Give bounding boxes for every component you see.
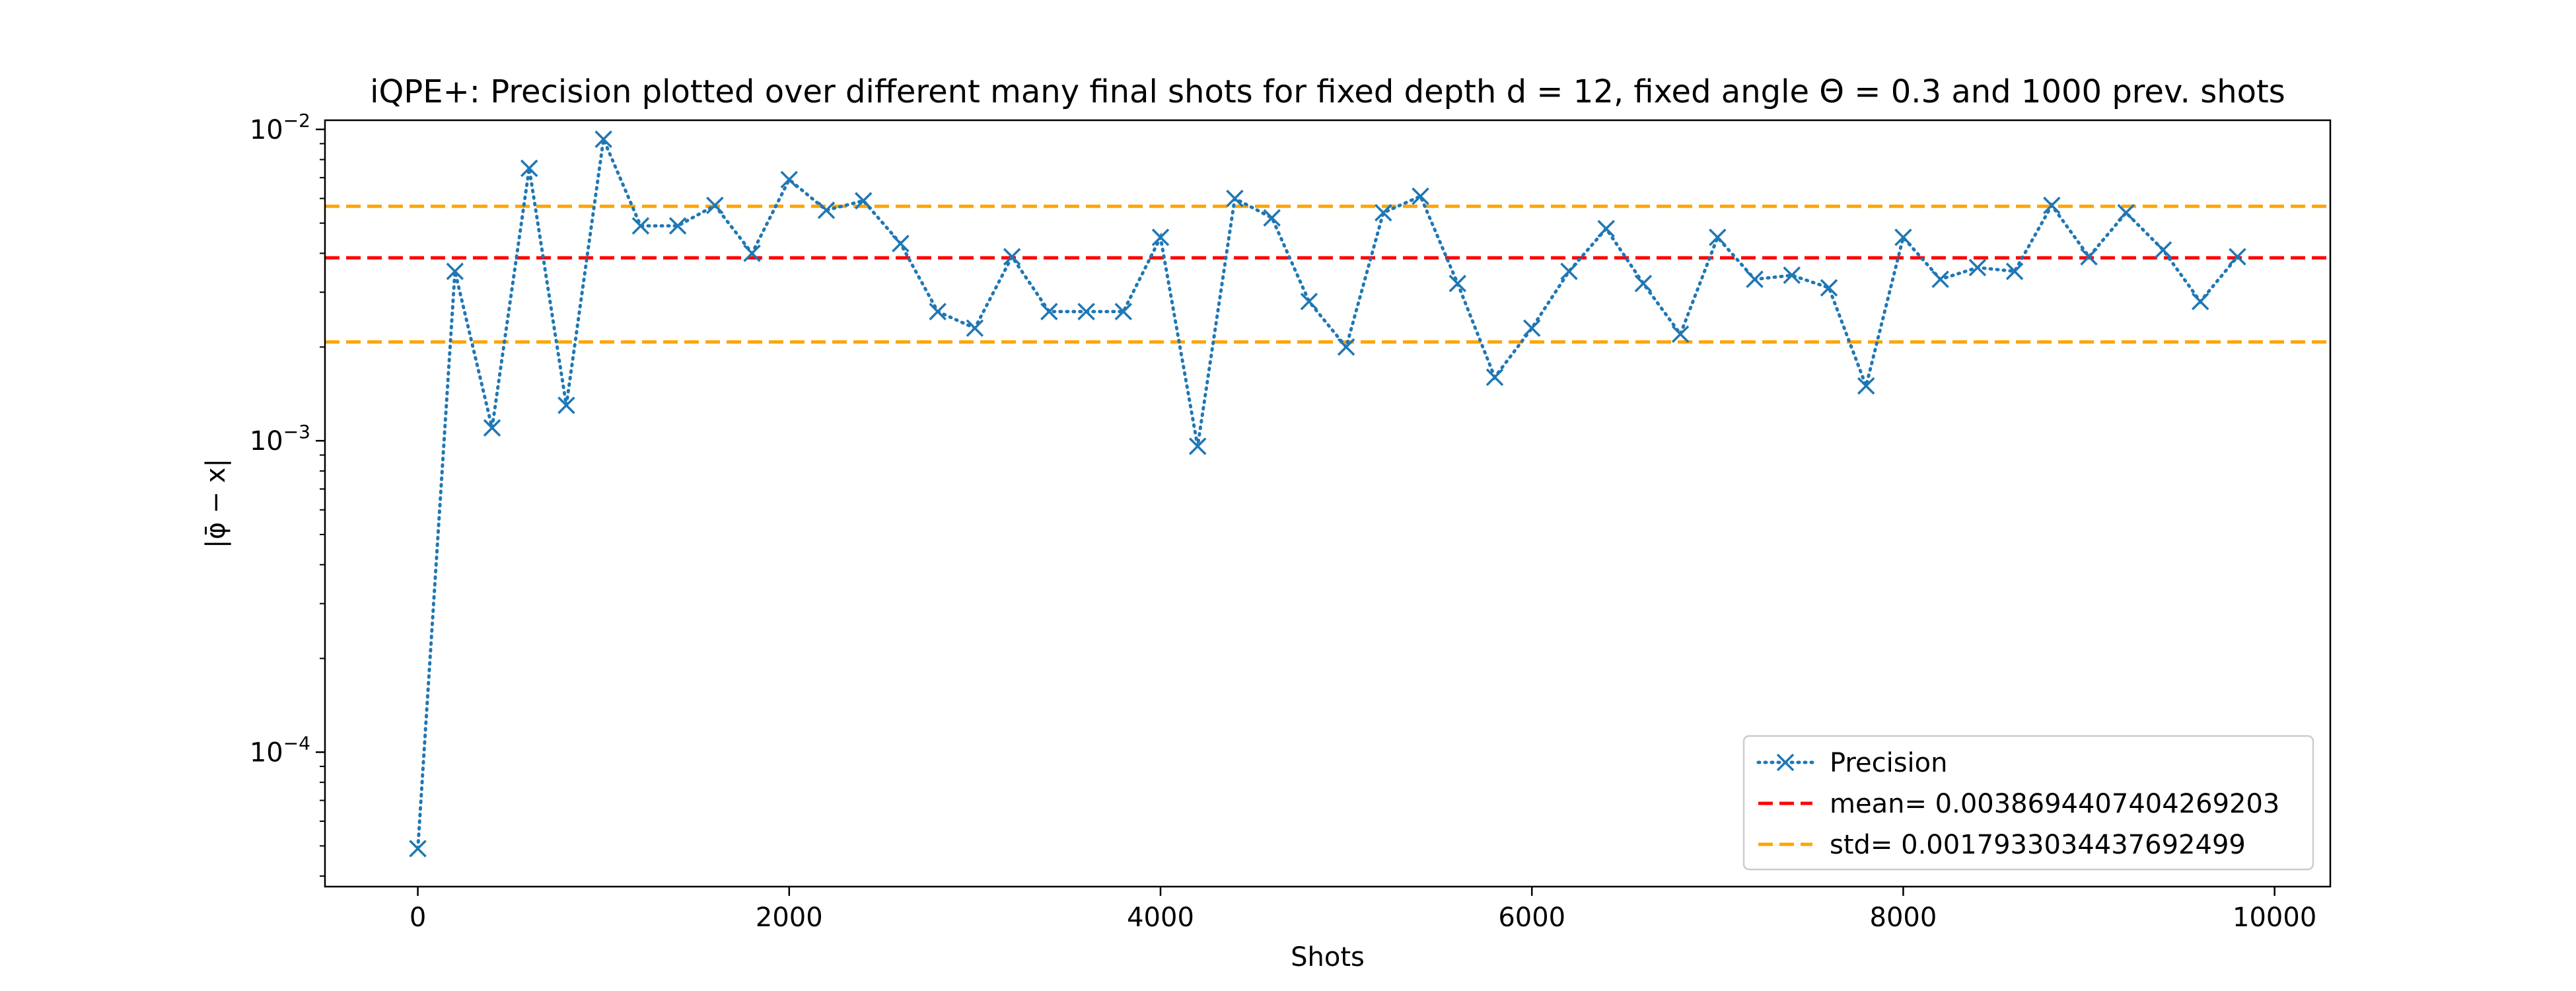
data-point-marker	[2117, 203, 2135, 222]
data-point-marker	[1857, 377, 1875, 395]
data-point-marker	[1263, 209, 1281, 227]
data-point-marker	[1226, 190, 1244, 207]
x-tick-label: 6000	[1498, 902, 1565, 933]
data-point-marker	[1709, 229, 1727, 246]
x-axis-title: Shots	[1291, 942, 1365, 973]
data-point-marker	[1375, 203, 1392, 222]
data-point-marker	[706, 196, 724, 215]
legend-marker-precision	[1776, 753, 1795, 772]
data-point-marker	[446, 262, 464, 280]
x-tick-label: 2000	[756, 902, 823, 933]
data-point-marker	[594, 130, 612, 148]
data-point-marker	[1894, 229, 1912, 246]
data-point-marker	[1968, 258, 1987, 277]
data-point-marker	[2154, 241, 2172, 259]
data-point-marker	[1449, 274, 1467, 293]
x-tick-label: 10000	[2233, 902, 2316, 933]
data-point-marker	[1003, 248, 1021, 266]
data-point-marker	[1412, 187, 1429, 205]
data-point-marker	[892, 235, 910, 252]
data-point-marker	[1151, 229, 1170, 246]
data-point-marker	[1560, 262, 1578, 280]
data-point-marker	[929, 303, 947, 320]
data-point-marker	[1931, 270, 1949, 289]
y-axis-title: |φ̄ − x|	[201, 459, 231, 548]
data-point-marker	[1040, 303, 1058, 320]
data-point-marker	[2229, 248, 2246, 266]
y-tick-label-exponent: −3	[283, 421, 310, 443]
legend-label-mean: mean= 0.0038694407404269203	[1830, 789, 2279, 819]
data-point-marker	[743, 244, 761, 262]
data-point-marker	[520, 159, 538, 177]
y-tick-label-base: 10	[250, 426, 283, 457]
y-tick-label-exponent: −2	[283, 110, 310, 131]
data-point-marker	[668, 217, 687, 235]
x-tick-label: 4000	[1127, 902, 1194, 933]
data-point-marker	[1597, 219, 1615, 238]
legend-box	[1742, 735, 2314, 871]
data-point-marker	[2080, 248, 2098, 266]
data-point-marker	[483, 419, 501, 437]
data-point-marker	[1820, 279, 1838, 297]
data-point-marker	[557, 396, 575, 414]
legend: Precision mean= 0.0038694407404269203 std=…	[1742, 735, 2314, 871]
y-tick-label: 10−3	[250, 421, 310, 457]
legend-label-std: std= 0.0017933034437692499	[1830, 830, 2246, 860]
y-axis: 10−410−310−2	[250, 110, 325, 877]
data-point-marker	[2005, 262, 2024, 280]
data-point-marker	[409, 840, 427, 858]
data-point-marker	[966, 319, 984, 337]
data-point-marker	[631, 217, 650, 235]
y-tick-label: 10−2	[250, 110, 310, 145]
data-point-marker	[1783, 266, 1801, 284]
y-tick-label-exponent: −4	[283, 732, 310, 754]
data-point-marker	[1188, 437, 1207, 455]
y-tick-label-base: 10	[250, 115, 283, 145]
data-point-marker	[1746, 270, 1764, 289]
data-point-marker	[1077, 303, 1095, 320]
y-tick-label-base: 10	[250, 737, 283, 768]
chart-title: iQPE+: Precision plotted over different …	[370, 73, 2285, 110]
x-tick-label: 8000	[1870, 902, 1937, 933]
plot-area	[325, 130, 2330, 858]
data-point-marker	[1300, 293, 1318, 311]
data-point-marker	[2043, 196, 2061, 215]
x-axis: 0 2000 4000 6000 8000 10000	[410, 887, 2316, 933]
data-point-marker	[1671, 325, 1690, 344]
data-point-marker	[854, 192, 873, 210]
legend-label-precision: Precision	[1830, 748, 1947, 778]
data-point-marker	[1634, 274, 1653, 293]
data-point-marker	[2191, 293, 2209, 311]
plot-frame	[324, 119, 2332, 888]
data-point-marker	[780, 170, 799, 189]
data-point-marker	[1337, 338, 1355, 356]
data-point-marker	[1485, 368, 1504, 386]
y-tick-label: 10−4	[250, 732, 310, 768]
x-tick-label: 0	[410, 902, 426, 933]
data-point-marker	[1522, 319, 1541, 337]
data-point-marker	[1114, 303, 1133, 320]
data-point-marker	[817, 201, 836, 219]
